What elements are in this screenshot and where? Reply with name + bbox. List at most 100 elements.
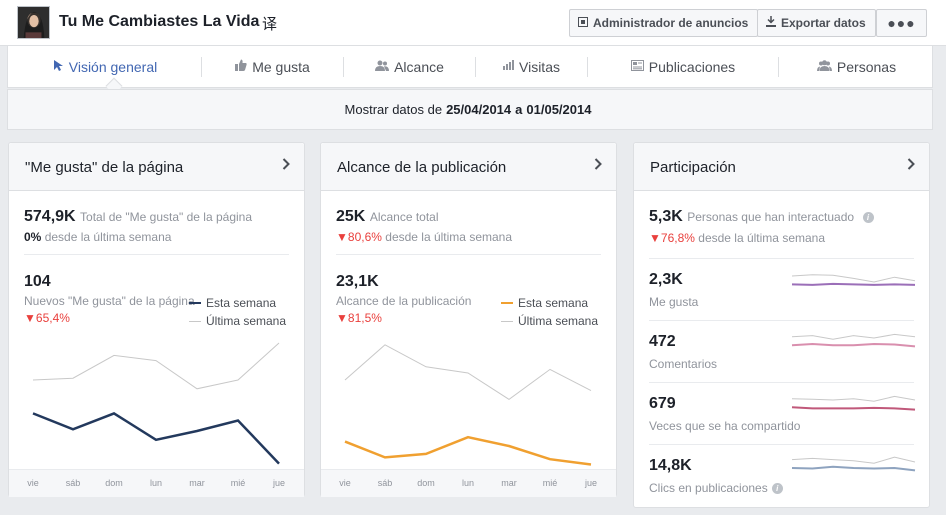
down-arrow-icon: ▼ xyxy=(336,230,348,244)
tab-visits-label: Visitas xyxy=(519,58,560,75)
new-likes-change: 65,4% xyxy=(35,311,70,325)
page-likes-card-header[interactable]: "Me gusta" de la página xyxy=(9,143,304,191)
sparkline-this-week xyxy=(791,465,916,472)
total-reach-change: 80,6% xyxy=(347,230,382,244)
metric-label: Me gusta xyxy=(649,295,699,309)
info-icon[interactable]: i xyxy=(771,483,783,494)
total-likes-label: Total de "Me gusta" de la página xyxy=(80,210,253,224)
tab-divider xyxy=(778,57,779,77)
post-reach-change: 81,5% xyxy=(347,311,382,325)
tab-posts[interactable]: Publicaciones xyxy=(588,46,778,87)
card-divider xyxy=(649,444,914,445)
export-data-button[interactable]: Exportar datos xyxy=(757,9,876,37)
x-tick-label: mié xyxy=(542,478,558,488)
tab-overview[interactable]: Visión general xyxy=(8,46,201,87)
legend-last-week-label: Última semana xyxy=(518,314,599,328)
tab-visits[interactable]: Visitas xyxy=(476,46,587,87)
sparkline-last-week xyxy=(791,333,916,340)
date-range-end[interactable]: 01/05/2014 xyxy=(526,102,592,117)
tab-divider xyxy=(343,57,344,77)
page-title[interactable]: Tu Me Cambiastes La Vida xyxy=(59,13,260,30)
chevron-right-icon[interactable] xyxy=(907,157,915,174)
x-tick-label: vie xyxy=(339,478,351,488)
down-arrow-icon: ▼ xyxy=(24,311,36,325)
engaged-people-change: 76,8% xyxy=(660,231,695,245)
total-likes-change: 0% xyxy=(24,230,42,244)
legend-this-week: Esta semana xyxy=(501,296,588,310)
new-likes-value: 104 xyxy=(24,273,51,290)
engaged-people-change-label: desde la última semana xyxy=(698,231,826,245)
tab-divider xyxy=(201,57,202,77)
card-divider xyxy=(649,382,914,383)
metric-label: Comentarios xyxy=(649,357,718,371)
tab-reach-label: Alcance xyxy=(394,58,444,75)
legend-this-week-label: Esta semana xyxy=(518,296,589,310)
legend-swatch xyxy=(501,302,513,304)
group-icon xyxy=(816,59,832,74)
chevron-right-icon[interactable] xyxy=(282,157,290,174)
card-divider xyxy=(649,258,914,259)
translate-icon[interactable]: 译 xyxy=(262,16,278,33)
series-line-this-week xyxy=(344,435,592,466)
more-options-button[interactable]: ●●● xyxy=(876,9,927,37)
legend-this-week-label: Esta semana xyxy=(206,296,277,310)
engaged-people-label: Personas que han interactuado xyxy=(687,210,855,224)
legend-last-week-label: Última semana xyxy=(206,314,287,328)
total-likes-value: 574,9K xyxy=(24,208,76,225)
ads-manager-label: Administrador de anuncios xyxy=(593,16,749,30)
info-icon[interactable]: i xyxy=(862,212,874,223)
x-tick-label: jue xyxy=(584,478,598,488)
metric-value: 2,3K xyxy=(649,271,683,288)
tab-likes[interactable]: Me gusta xyxy=(202,46,343,87)
x-tick-label: sáb xyxy=(377,478,393,488)
post-reach-card-title: Alcance de la publicación xyxy=(337,159,507,176)
metric-sparkline xyxy=(791,395,916,411)
x-tick-label: vie xyxy=(27,478,39,488)
post-reach-card-header[interactable]: Alcance de la publicación xyxy=(321,143,616,191)
insights-tabs: Visión general Me gusta Alcance Visitas … xyxy=(7,46,934,95)
total-likes-change-label: desde la última semana xyxy=(44,230,172,244)
x-tick-label: jue xyxy=(272,478,286,488)
page-likes-card-title: "Me gusta" de la página xyxy=(25,159,184,176)
tab-overview-label: Visión general xyxy=(68,58,158,75)
card-divider xyxy=(649,320,914,321)
legend-this-week: Esta semana xyxy=(189,296,276,310)
series-line-this-week xyxy=(32,412,280,465)
down-arrow-icon: ▼ xyxy=(336,311,348,325)
post-reach-card: Alcance de la publicación 25K Alcance to… xyxy=(320,142,617,497)
total-reach-change-label: desde la última semana xyxy=(385,230,513,244)
tab-likes-label: Me gusta xyxy=(252,58,310,75)
download-icon xyxy=(766,16,776,30)
new-likes-chart xyxy=(32,342,280,465)
total-reach-label: Alcance total xyxy=(369,210,439,224)
metric-sparkline xyxy=(791,274,916,286)
post-reach-label: Alcance de la publicación xyxy=(336,294,472,308)
date-range-start[interactable]: 25/04/2014 xyxy=(446,102,512,117)
metric-value: 472 xyxy=(649,333,676,350)
x-tick-label: dom xyxy=(105,478,123,488)
tab-divider xyxy=(475,57,476,77)
x-tick-label: mar xyxy=(501,478,517,488)
legend-last-week: Última semana xyxy=(501,314,598,328)
people-icon xyxy=(375,60,390,74)
x-tick-label: lun xyxy=(461,478,475,488)
tab-people[interactable]: Personas xyxy=(779,46,934,87)
sparkline-last-week xyxy=(791,395,916,402)
sparkline-this-week xyxy=(791,342,916,348)
legend-last-week: Última semana xyxy=(189,314,286,328)
chevron-right-icon[interactable] xyxy=(594,157,602,174)
metric-sparkline xyxy=(791,333,916,348)
ads-manager-icon xyxy=(578,16,588,30)
tab-reach[interactable]: Alcance xyxy=(344,46,475,87)
date-range-bar: Mostrar datos de 25/04/2014 a 01/05/2014 xyxy=(7,89,933,130)
series-line-last-week xyxy=(344,344,592,401)
engagement-card-header[interactable]: Participación xyxy=(634,143,929,191)
export-label: Exportar datos xyxy=(781,16,866,30)
ads-manager-button[interactable]: Administrador de anuncios xyxy=(569,9,758,37)
total-reach-value: 25K xyxy=(336,208,366,225)
bar-chart-icon xyxy=(503,60,514,73)
sparkline-last-week xyxy=(791,456,916,464)
page-avatar[interactable] xyxy=(17,6,50,39)
metric-label: Clics en publicaciones i xyxy=(649,481,783,495)
x-tick-label: mar xyxy=(189,478,205,488)
